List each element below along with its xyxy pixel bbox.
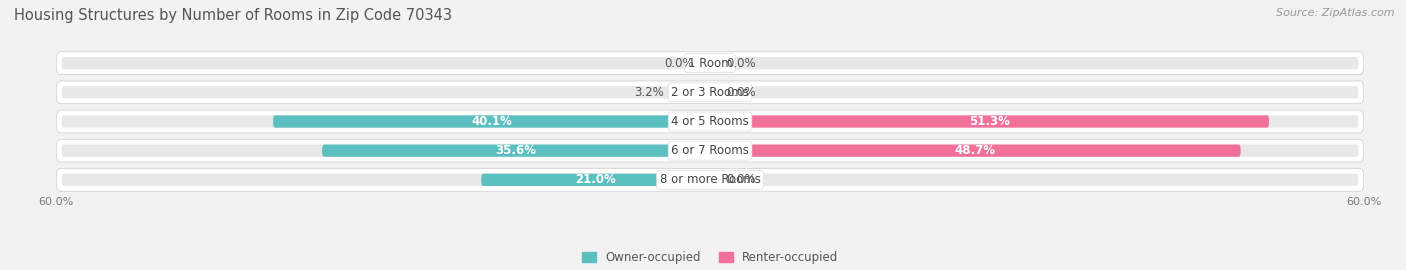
FancyBboxPatch shape [62, 174, 710, 186]
Text: 0.0%: 0.0% [727, 86, 756, 99]
Text: 48.7%: 48.7% [955, 144, 995, 157]
FancyBboxPatch shape [56, 139, 1364, 162]
Text: 1 Room: 1 Room [688, 57, 733, 70]
Text: 35.6%: 35.6% [495, 144, 537, 157]
Text: 4 or 5 Rooms: 4 or 5 Rooms [671, 115, 749, 128]
Text: Source: ZipAtlas.com: Source: ZipAtlas.com [1277, 8, 1395, 18]
FancyBboxPatch shape [56, 81, 1364, 104]
Legend: Owner-occupied, Renter-occupied: Owner-occupied, Renter-occupied [576, 246, 844, 269]
Text: 51.3%: 51.3% [969, 115, 1010, 128]
FancyBboxPatch shape [710, 86, 1358, 99]
Text: 0.0%: 0.0% [727, 57, 756, 70]
FancyBboxPatch shape [56, 110, 1364, 133]
Text: 6 or 7 Rooms: 6 or 7 Rooms [671, 144, 749, 157]
FancyBboxPatch shape [710, 144, 1240, 157]
Text: 0.0%: 0.0% [664, 57, 693, 70]
FancyBboxPatch shape [710, 57, 1358, 69]
FancyBboxPatch shape [710, 144, 1358, 157]
FancyBboxPatch shape [62, 144, 710, 157]
FancyBboxPatch shape [62, 115, 710, 128]
Text: Housing Structures by Number of Rooms in Zip Code 70343: Housing Structures by Number of Rooms in… [14, 8, 453, 23]
Text: 3.2%: 3.2% [634, 86, 664, 99]
FancyBboxPatch shape [62, 57, 710, 69]
FancyBboxPatch shape [62, 86, 710, 99]
FancyBboxPatch shape [675, 86, 710, 99]
FancyBboxPatch shape [56, 52, 1364, 75]
FancyBboxPatch shape [710, 115, 1358, 128]
FancyBboxPatch shape [710, 115, 1270, 128]
Text: 0.0%: 0.0% [727, 173, 756, 186]
Text: 40.1%: 40.1% [471, 115, 512, 128]
FancyBboxPatch shape [273, 115, 710, 128]
Text: 21.0%: 21.0% [575, 173, 616, 186]
FancyBboxPatch shape [56, 168, 1364, 191]
FancyBboxPatch shape [322, 144, 710, 157]
Text: 2 or 3 Rooms: 2 or 3 Rooms [671, 86, 749, 99]
Text: 8 or more Rooms: 8 or more Rooms [659, 173, 761, 186]
FancyBboxPatch shape [481, 174, 710, 186]
FancyBboxPatch shape [710, 174, 1358, 186]
